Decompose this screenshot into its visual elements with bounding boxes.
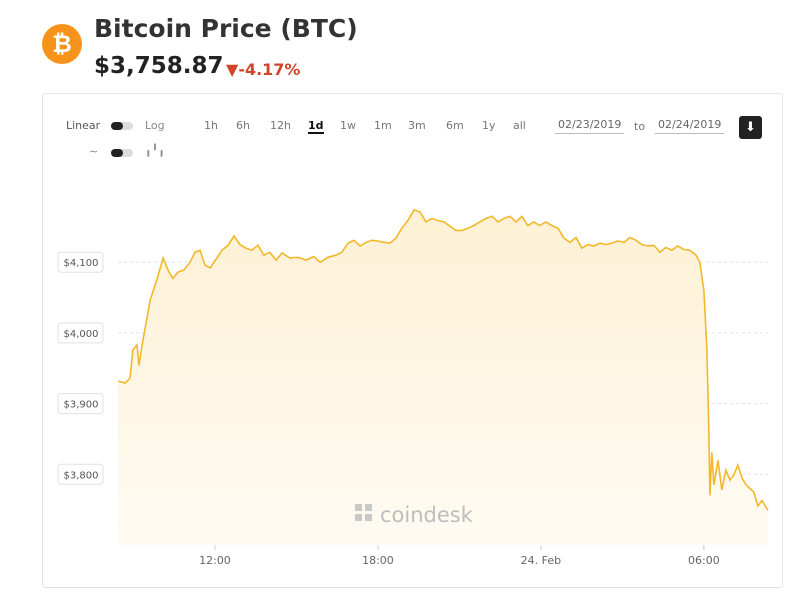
range-button[interactable]: 1h xyxy=(204,119,218,132)
linear-label: Linear xyxy=(66,119,101,132)
scale-toggle[interactable] xyxy=(111,122,133,130)
price-line xyxy=(117,208,769,511)
range-button[interactable]: 1d xyxy=(308,119,324,134)
y-tick-label: $4,100 xyxy=(64,258,99,269)
y-tick-box xyxy=(57,393,104,415)
log-label: Log xyxy=(145,119,165,132)
line-icon: ∼ xyxy=(89,145,99,158)
y-tick-box xyxy=(57,322,104,344)
date-sep: to xyxy=(634,120,646,133)
change: ▼-4.17% xyxy=(226,60,301,79)
btc-logo: ₿ xyxy=(42,24,82,64)
range-button[interactable]: 3m xyxy=(408,119,426,132)
date-from[interactable]: 02/23/2019 xyxy=(555,116,625,134)
range-button[interactable]: 6h xyxy=(236,119,250,132)
range-button[interactable]: 1w xyxy=(340,119,356,132)
date-to[interactable]: 02/24/2019 xyxy=(655,116,725,134)
watermark-text: coindesk xyxy=(380,503,474,527)
candle-icon: ╻╹╻ xyxy=(145,144,165,157)
range-button[interactable]: all xyxy=(513,119,526,132)
y-tick-box xyxy=(57,251,104,273)
area-fill xyxy=(118,209,768,545)
x-tick-label: 12:00 xyxy=(199,554,231,567)
x-tick-label: 06:00 xyxy=(688,554,720,567)
title-text: Bitcoin Price xyxy=(94,14,272,43)
x-tick-label: 18:00 xyxy=(362,554,394,567)
y-tick-box xyxy=(57,463,104,485)
download-button[interactable]: ⬇ xyxy=(739,116,762,139)
watermark: coindesk xyxy=(355,503,474,527)
range-button[interactable]: 12h xyxy=(270,119,291,132)
range-button[interactable]: 1m xyxy=(374,119,392,132)
type-toggle[interactable] xyxy=(111,149,133,157)
ticker: (BTC) xyxy=(280,14,358,43)
price: $3,758.87 xyxy=(94,53,224,79)
range-button[interactable]: 1y xyxy=(482,119,496,132)
range-button[interactable]: 6m xyxy=(446,119,464,132)
x-tick-label: 24. Feb xyxy=(521,554,561,567)
chart-card xyxy=(42,93,783,588)
y-tick-label: $3,800 xyxy=(64,470,99,481)
y-tick-label: $3,900 xyxy=(64,400,99,411)
title: Bitcoin Price (BTC) xyxy=(94,14,358,43)
y-tick-label: $4,000 xyxy=(64,329,99,340)
change-value: -4.17% xyxy=(238,60,301,79)
